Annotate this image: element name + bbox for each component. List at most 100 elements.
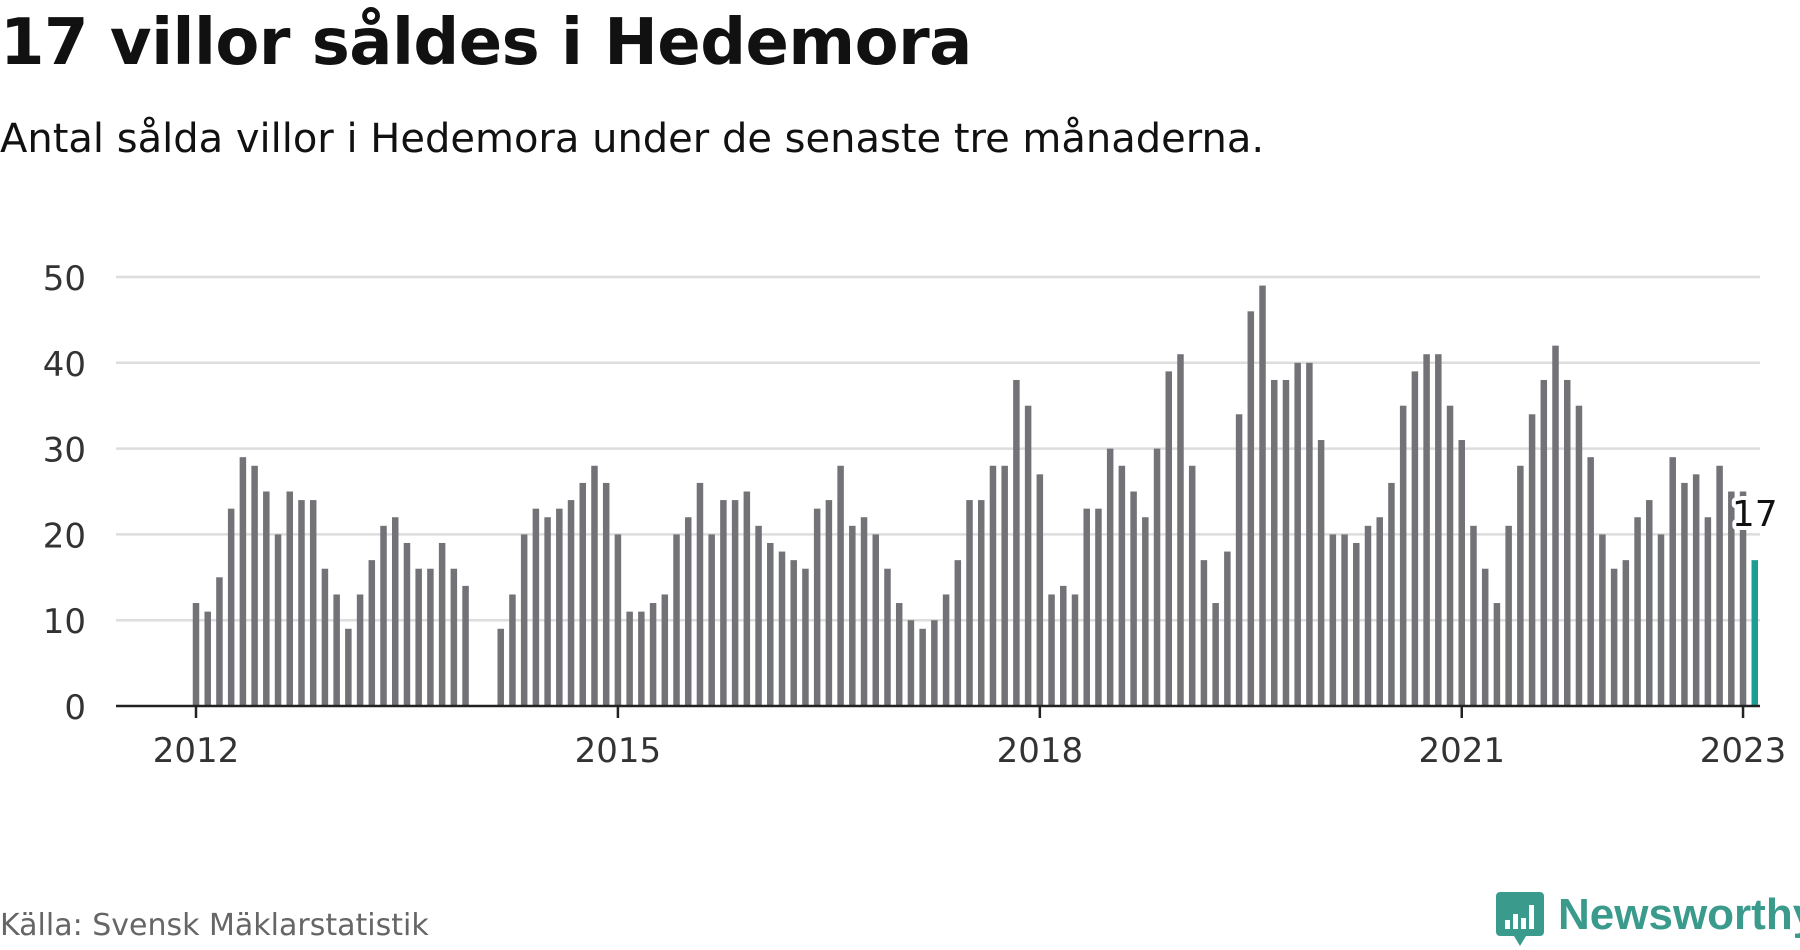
bar xyxy=(204,611,211,706)
bar xyxy=(509,594,516,706)
bar xyxy=(1458,440,1466,706)
x-tick-label: 2018 xyxy=(997,731,1084,771)
bar xyxy=(1200,560,1208,706)
bar xyxy=(532,508,540,706)
bar xyxy=(942,594,950,706)
bar xyxy=(1364,525,1372,706)
bar xyxy=(1552,345,1559,706)
bar xyxy=(298,500,305,706)
bar xyxy=(251,465,258,706)
bar xyxy=(696,482,704,706)
bar xyxy=(333,594,340,706)
bar xyxy=(544,517,551,706)
bar-highlight xyxy=(1751,560,1759,706)
bar xyxy=(263,491,270,706)
bar xyxy=(1622,560,1630,706)
chart-title: 17 villor såldes i Hedemora xyxy=(0,6,972,80)
bar xyxy=(1083,508,1090,706)
bar xyxy=(1317,440,1325,706)
bar xyxy=(1575,405,1583,706)
bar xyxy=(720,500,727,706)
bar xyxy=(1669,457,1676,706)
bar xyxy=(1646,500,1653,706)
bar xyxy=(614,534,622,706)
bar xyxy=(802,568,809,706)
bar xyxy=(708,534,715,706)
bar xyxy=(1599,534,1606,706)
y-tick-label: 0 xyxy=(64,688,86,728)
y-axis-labels: 0 10 20 30 40 50 xyxy=(43,259,86,728)
bar xyxy=(497,628,504,706)
bar xyxy=(345,628,352,706)
bar xyxy=(1388,482,1395,706)
chart-subtitle: Antal sålda villor i Hedemora under de s… xyxy=(0,116,1265,162)
highlight-label-halo: 17 xyxy=(1732,494,1778,535)
bar xyxy=(743,491,751,706)
bar xyxy=(989,465,997,706)
bar xyxy=(462,585,469,706)
bar xyxy=(1353,542,1360,706)
bar xyxy=(1071,594,1079,706)
bar xyxy=(1470,525,1477,706)
bar xyxy=(1540,379,1548,706)
bar xyxy=(391,517,399,706)
bar xyxy=(837,465,844,706)
bar xyxy=(661,594,669,706)
bar xyxy=(321,568,329,706)
bar xyxy=(1212,603,1219,706)
bar xyxy=(286,491,294,706)
bar xyxy=(1130,491,1137,706)
brand: Newsworthy xyxy=(1496,890,1800,950)
bar xyxy=(403,542,411,706)
bar xyxy=(1411,371,1419,706)
bar xyxy=(825,500,833,706)
bar xyxy=(368,560,376,706)
y-tick-label: 20 xyxy=(43,516,86,556)
bar xyxy=(767,542,774,706)
bar xyxy=(966,500,973,706)
bar xyxy=(1657,534,1665,706)
bar xyxy=(591,465,598,706)
bar xyxy=(673,534,680,706)
bar xyxy=(1587,457,1594,706)
bar xyxy=(1634,517,1641,706)
bar xyxy=(1095,508,1102,706)
highlight-label: 17 xyxy=(1732,494,1778,535)
bar xyxy=(1153,448,1161,706)
bar xyxy=(427,568,434,706)
bar xyxy=(1001,465,1008,706)
bar xyxy=(1177,354,1184,706)
bar xyxy=(1376,517,1383,706)
bar xyxy=(626,611,633,706)
bar xyxy=(1270,379,1278,706)
bar xyxy=(849,525,856,706)
bar xyxy=(1060,585,1067,706)
bar xyxy=(1048,594,1055,706)
bar xyxy=(1692,474,1700,706)
bar xyxy=(1142,517,1149,706)
bar xyxy=(1681,482,1688,706)
source-note: Källa: Svensk Mäklarstatistik xyxy=(0,908,429,943)
bar xyxy=(755,525,762,706)
bar xyxy=(1505,525,1512,706)
bar xyxy=(1247,311,1255,706)
bar xyxy=(860,517,868,706)
x-tick-label: 2012 xyxy=(153,731,240,771)
bar xyxy=(649,603,657,706)
bar xyxy=(1446,405,1454,706)
bar-chart-speech-bubble-icon xyxy=(1496,892,1544,946)
bar xyxy=(227,508,235,706)
bar xyxy=(380,525,387,706)
bar xyxy=(1399,405,1407,706)
y-tick-label: 40 xyxy=(43,345,86,385)
bar xyxy=(1341,534,1348,706)
bar xyxy=(1024,405,1032,706)
bar xyxy=(1481,568,1489,706)
bar xyxy=(1435,354,1442,706)
bar xyxy=(1610,568,1618,706)
bar xyxy=(1517,465,1524,706)
bar xyxy=(1563,379,1571,706)
y-tick-label: 30 xyxy=(43,431,86,471)
